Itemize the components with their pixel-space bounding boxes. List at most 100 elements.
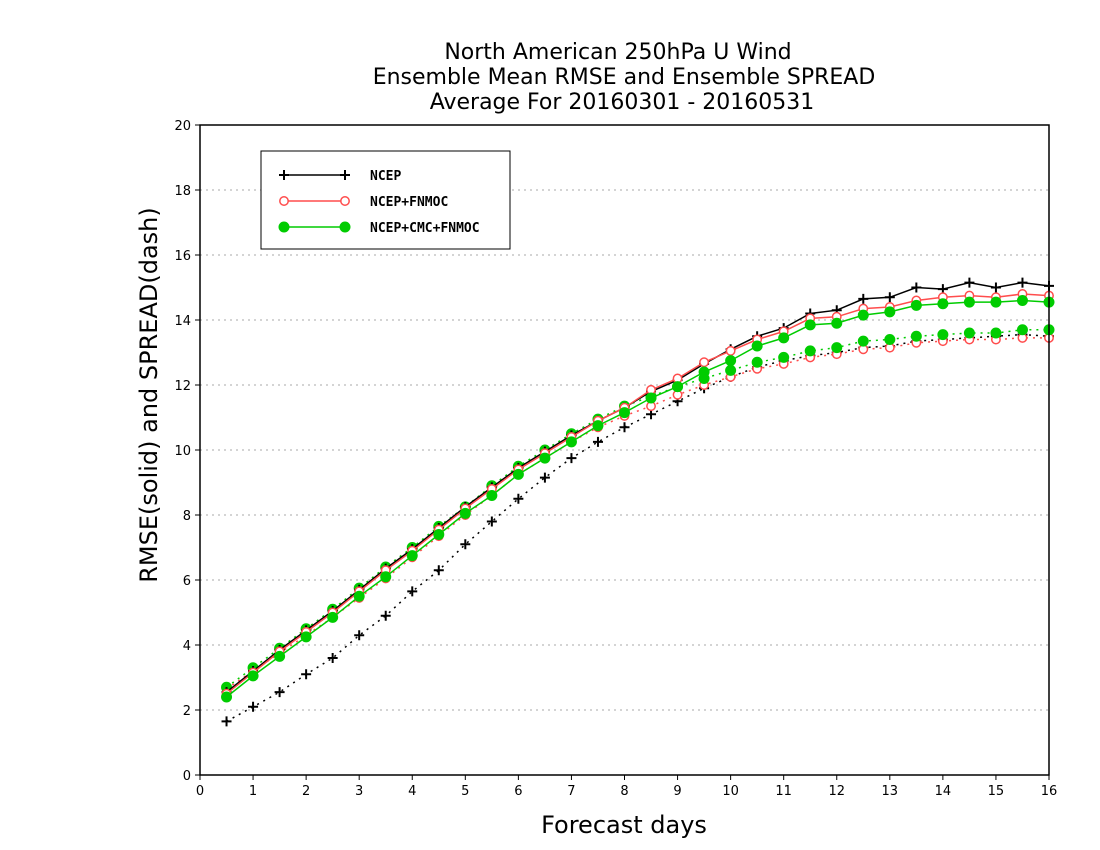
line-ncep-spread	[226, 333, 1050, 723]
point-ncep-spread	[539, 472, 550, 483]
y-tick-label: 2	[183, 704, 191, 719]
point-ncep-cmc-fnmoc-spread	[831, 342, 843, 354]
point-ncep-cmc-fnmoc-rmse	[300, 631, 312, 643]
point-ncep-cmc-fnmoc-spread	[751, 356, 763, 368]
y-tick-label: 6	[183, 574, 191, 589]
x-tick-label: 2	[302, 784, 310, 799]
line-ncep-cmc-fnmoc-spread	[226, 329, 1049, 688]
point-ncep-cmc-fnmoc-rmse	[619, 407, 630, 419]
series-ncep-spread	[221, 329, 1054, 727]
point-ncep-rmse	[1017, 277, 1028, 288]
x-tick-label: 6	[514, 784, 522, 799]
point-ncep-spread	[380, 610, 391, 621]
legend-label-ncep: NCEP	[370, 169, 401, 184]
legend-marker-ncep	[279, 170, 289, 180]
point-ncep-cmc-fnmoc-rmse	[539, 452, 551, 464]
point-ncep-cmc-fnmoc-rmse	[565, 436, 577, 448]
point-ncep-cmc-fnmoc-rmse	[1016, 295, 1028, 306]
y-axis-label: RMSE(solid) and SPREAD(dash)	[135, 207, 163, 583]
x-tick-label: 3	[355, 784, 363, 799]
point-ncep-spread	[486, 516, 497, 527]
line-ncep-fnmoc-rmse	[226, 293, 1050, 695]
legend-entry-ncep-fnmoc: NCEP+FNMOC	[279, 195, 448, 210]
rmse-lines	[221, 277, 1055, 703]
x-tick-label: 4	[408, 784, 416, 799]
legend-label-ncep-fnmoc: NCEP+FNMOC	[370, 195, 448, 210]
legend-entry-ncep: NCEP	[279, 169, 401, 184]
y-tick-label: 4	[183, 639, 191, 654]
point-ncep-cmc-fnmoc-spread	[910, 330, 922, 342]
legend-marker-ncep-fnmoc	[340, 196, 350, 206]
x-tick-label: 12	[828, 784, 845, 799]
point-ncep-cmc-fnmoc-spread	[857, 335, 869, 347]
title-line-1: North American 250hPa U Wind	[444, 40, 791, 65]
point-ncep-cmc-fnmoc-rmse	[831, 317, 843, 329]
point-ncep-cmc-fnmoc-rmse	[804, 319, 816, 331]
legend-marker-ncep-fnmoc	[279, 196, 289, 206]
title-line-2: Ensemble Mean RMSE and Ensemble SPREAD	[373, 65, 876, 90]
x-tick-label: 0	[196, 784, 204, 799]
x-tick-label: 10	[722, 784, 739, 799]
point-ncep-cmc-fnmoc-rmse	[459, 507, 471, 519]
point-ncep-fnmoc-rmse	[725, 345, 736, 356]
point-ncep-cmc-fnmoc-spread	[990, 327, 1002, 339]
point-ncep-cmc-fnmoc-rmse	[406, 550, 418, 562]
series-ncep-cmc-fnmoc-rmse	[221, 295, 1055, 703]
point-ncep-cmc-fnmoc-rmse	[592, 420, 604, 432]
x-tick-label: 15	[988, 784, 1005, 799]
point-ncep-cmc-fnmoc-rmse	[247, 670, 259, 682]
line-ncep-cmc-fnmoc-rmse	[226, 299, 1050, 698]
point-ncep-spread	[327, 653, 338, 663]
point-ncep-cmc-fnmoc-rmse	[433, 529, 445, 540]
point-ncep-cmc-fnmoc-rmse	[512, 468, 524, 480]
y-tick-label: 14	[174, 314, 191, 329]
y-tick-label: 8	[183, 509, 191, 524]
point-ncep-cmc-fnmoc-rmse	[778, 332, 790, 344]
point-ncep-cmc-fnmoc-spread	[804, 345, 816, 357]
chart-title: North American 250hPa U Wind Ensemble Me…	[373, 40, 876, 115]
point-ncep-cmc-fnmoc-rmse	[486, 490, 498, 501]
series-ncep-fnmoc-rmse	[221, 289, 1054, 699]
point-ncep-fnmoc-rmse	[699, 357, 710, 368]
y-tick-label: 10	[174, 444, 191, 459]
legend-marker-ncep-fnmoc	[279, 196, 289, 206]
point-ncep-rmse	[964, 277, 975, 288]
legend-entry-ncep-cmc-fnmoc: NCEP+CMC+FNMOC	[278, 221, 480, 236]
point-ncep-cmc-fnmoc-spread	[1016, 324, 1028, 336]
point-ncep-spread	[592, 436, 603, 447]
legend-marker-ncep-cmc-fnmoc	[339, 221, 351, 233]
x-tick-label: 1	[249, 784, 257, 799]
legend-marker-ncep-cmc-fnmoc	[339, 221, 351, 233]
series-ncep-rmse	[221, 277, 1054, 698]
point-ncep-spread	[248, 701, 259, 712]
point-ncep-spread	[221, 716, 232, 727]
series-ncep-fnmoc-spread	[221, 332, 1054, 694]
legend-marker-ncep	[340, 170, 350, 180]
line-ncep-fnmoc-spread	[226, 337, 1049, 690]
y-tick-label: 18	[174, 184, 191, 199]
x-tick-label: 11	[775, 784, 792, 799]
point-ncep-spread	[460, 539, 471, 550]
point-ncep-cmc-fnmoc-rmse	[725, 355, 737, 367]
series-ncep-cmc-fnmoc-spread	[221, 324, 1055, 693]
point-ncep-spread	[407, 586, 418, 597]
x-tick-label: 14	[935, 784, 952, 799]
point-ncep-rmse	[884, 292, 895, 303]
point-ncep-cmc-fnmoc-spread	[778, 351, 790, 363]
point-ncep-cmc-fnmoc-spread	[963, 327, 975, 339]
point-ncep-cmc-fnmoc-rmse	[353, 590, 365, 602]
point-ncep-cmc-fnmoc-spread	[937, 329, 949, 341]
point-ncep-cmc-fnmoc-spread	[884, 334, 896, 345]
point-ncep-rmse	[858, 293, 869, 304]
x-tick-label: 16	[1041, 784, 1058, 799]
y-tick-label: 20	[174, 119, 191, 134]
point-ncep-cmc-fnmoc-rmse	[884, 306, 896, 318]
x-axis-label: Forecast days	[541, 811, 707, 839]
title-line-3: Average For 20160301 - 20160531	[430, 90, 815, 115]
legend: NCEP NCEP+FNMOC NCEP+CMC+FNMOC	[260, 150, 511, 250]
spread-lines	[221, 324, 1055, 727]
point-ncep-spread	[566, 453, 577, 464]
y-tick-label: 16	[174, 249, 191, 264]
point-ncep-cmc-fnmoc-rmse	[698, 366, 710, 378]
